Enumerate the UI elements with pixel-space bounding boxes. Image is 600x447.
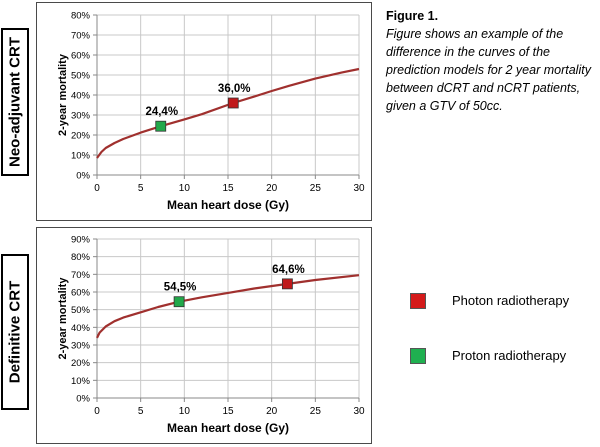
side-label-box-2: Definitive CRT [1, 254, 29, 410]
y-tick-label: 70% [71, 31, 91, 42]
y-tick-label: 90% [71, 235, 91, 246]
x-tick-label: 25 [310, 183, 322, 194]
data-label: 24,4% [145, 106, 178, 118]
y-tick-label: 80% [71, 252, 91, 263]
proton-point [173, 296, 185, 308]
x-tick-label: 0 [94, 183, 100, 194]
data-label: 64,6% [272, 264, 305, 276]
y-tick-label: 20% [71, 131, 91, 142]
legend-label-photon: Photon radiotherapy [452, 293, 570, 308]
x-tick-label: 5 [138, 406, 144, 417]
x-tick-label: 15 [222, 406, 234, 417]
photon-point [227, 97, 239, 109]
chart-neoadjuvant: 0% 10% 20% 30% 40% 50% 60% 70% 80% 0 5 10 15 20 25 30 Me… [57, 11, 365, 213]
mortality-curve [96, 67, 360, 159]
x-tick-label: 30 [353, 183, 365, 194]
legend-swatch-photon [410, 293, 426, 309]
x-tick-label: 10 [179, 406, 191, 417]
y-tick-label: 60% [71, 288, 91, 299]
y-tick-label: 20% [71, 358, 91, 369]
y-tick-label: 40% [71, 323, 91, 334]
y-tick-label: 50% [71, 71, 91, 82]
y-tick-label: 60% [71, 51, 91, 62]
y-tick-label: 30% [71, 111, 91, 122]
chart-panel-2: 0% 10% 20% 30% 40% 50% 60% 70% 80% 90% 0 5 10 15 20 25 3… [36, 227, 372, 444]
mortality-curve [96, 274, 360, 339]
x-tick-label: 25 [310, 406, 322, 417]
x-axis-label: Mean heart dose (Gy) [167, 421, 289, 435]
y-axis-label: 2-year mortality [57, 53, 69, 136]
side-label-definitive: Definitive CRT [6, 280, 24, 384]
y-tick-label: 70% [71, 270, 91, 281]
x-tick-label: 20 [266, 183, 278, 194]
x-tick-label: 15 [222, 183, 234, 194]
legend-label-proton: Proton radiotherapy [452, 348, 567, 363]
data-label: 54,5% [164, 282, 197, 294]
y-tick-label: 30% [71, 341, 91, 352]
x-tick-label: 20 [266, 406, 278, 417]
photon-point [281, 278, 293, 290]
y-tick-label: 0% [76, 171, 90, 182]
x-tick-label: 10 [179, 183, 191, 194]
side-label-neoadjuvant: Neo-adjuvant CRT [6, 36, 24, 168]
x-tick-label: 30 [353, 406, 365, 417]
caption-body: Figure shows an example of the differenc… [386, 27, 591, 113]
data-label: 36,0% [218, 83, 251, 95]
y-tick-label: 50% [71, 305, 91, 316]
y-tick-label: 10% [71, 376, 91, 387]
chart-definitive: 0% 10% 20% 30% 40% 50% 60% 70% 80% 90% 0 5 10 15 20 25 3… [57, 235, 365, 436]
x-tick-label: 0 [94, 406, 100, 417]
x-tick-label: 5 [138, 183, 144, 194]
y-tick-label: 80% [71, 11, 91, 22]
y-axis-label: 2-year mortality [57, 277, 69, 360]
proton-point [155, 120, 167, 132]
chart-panel-1: 0% 10% 20% 30% 40% 50% 60% 70% 80% 0 5 10 15 20 25 30 Me… [36, 2, 372, 221]
x-axis-label: Mean heart dose (Gy) [167, 198, 289, 212]
y-tick-label: 10% [71, 151, 91, 162]
legend-swatch-proton [410, 348, 426, 364]
y-tick-label: 0% [76, 394, 90, 405]
caption-title: Figure 1. [386, 9, 439, 23]
figure-caption: Figure 1. Figure shows an example of the… [386, 7, 596, 115]
y-tick-label: 40% [71, 91, 91, 102]
side-label-box-1: Neo-adjuvant CRT [1, 28, 29, 176]
